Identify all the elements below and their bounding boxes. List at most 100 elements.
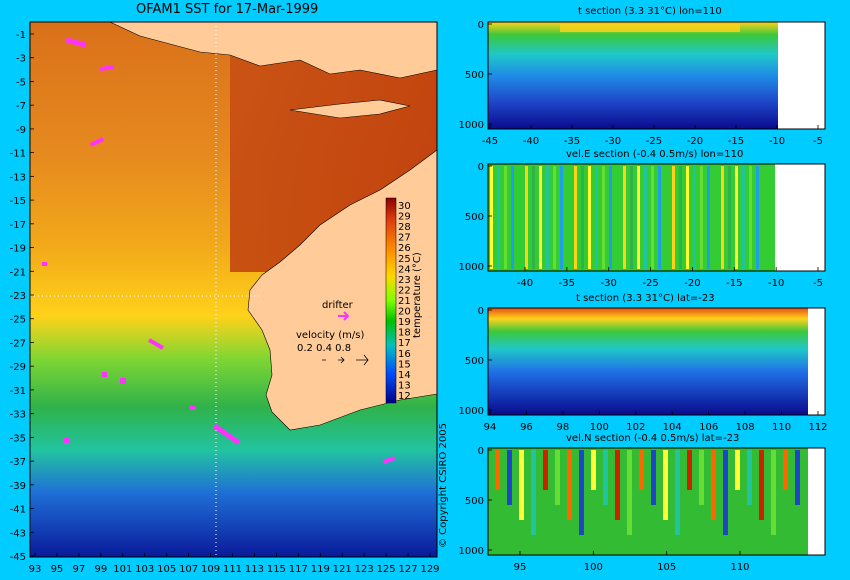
panel-1 (487, 21, 826, 130)
panel-x-tick-label: -15 (728, 136, 744, 147)
colorbar-tick-label: 22 (398, 285, 411, 296)
panel-x-tick-label: -25 (646, 136, 662, 147)
panel-x-tick-label: -15 (726, 278, 742, 289)
map-x-axis: 93 95 97 99 101 103 105 107 109 111 113 115 117 119 12… (29, 553, 440, 575)
map-y-tick-label: -7 (16, 101, 26, 112)
drifter-arrow-icon (338, 311, 350, 321)
map-x-tick-label: 117 (289, 564, 308, 575)
map-y-tick-label: -31 (10, 386, 26, 397)
map-y-tick-label: -27 (10, 338, 26, 349)
panel-x-tick-label: -25 (642, 278, 658, 289)
colorbar-tick-label: 17 (398, 338, 411, 349)
map-y-tick-label: -41 (10, 505, 26, 516)
colorbar-tick-label: 27 (398, 233, 411, 244)
panel-x-tick-label: 98 (557, 422, 570, 433)
panel-x-tick-label: -10 (769, 136, 785, 147)
panel-y-tick-label: 1000 (459, 546, 484, 557)
panel-x-tick-label: 112 (808, 422, 827, 433)
map-frame (29, 21, 438, 558)
map-x-tick-label: 99 (94, 564, 107, 575)
panel-4-title: vel.N section (-0.4 0.5m/s) lat=-23 (566, 433, 740, 444)
colorbar-tick-label: 12 (398, 391, 411, 402)
colorbar-tick-label: 23 (398, 275, 411, 286)
colorbar-tick-label: 29 (398, 212, 411, 223)
panel-x-tick-label: -35 (564, 136, 580, 147)
map-x-tick-label: 121 (333, 564, 352, 575)
panel-y-tick-label: 1000 (459, 120, 484, 131)
colorbar-label: temperature (°C) (412, 252, 423, 338)
panel-x-tick-label: 100 (590, 422, 609, 433)
map-x-tick-label: 129 (420, 564, 439, 575)
copyright: © Copyright CSIRO 2005 (438, 423, 449, 548)
map-y-tick-label: -33 (10, 410, 26, 421)
panel-x-tick-label: 110 (730, 562, 749, 573)
panel-x-tick-label: -30 (605, 136, 621, 147)
map-y-tick-label: -23 (10, 291, 26, 302)
map-x-tick-label: 111 (223, 564, 242, 575)
map-y-tick-label: -11 (10, 149, 26, 160)
panel-y-tick-label: 500 (465, 356, 484, 367)
panel-2 (487, 163, 826, 272)
map-y-tick-label: -39 (10, 481, 26, 492)
panel-y-tick-label: 500 (465, 70, 484, 81)
panel-x-tick-label: -45 (482, 136, 498, 147)
colorbar-tick-label: 21 (398, 296, 411, 307)
map-y-tick-label: -37 (10, 457, 26, 468)
panel-x-tick-label: -40 (517, 278, 533, 289)
panel-y-tick-label: 500 (465, 212, 484, 223)
map-y-tick-label: -35 (10, 433, 26, 444)
panel-x-tick-label: 102 (626, 422, 645, 433)
panel-x-tick-label: -30 (601, 278, 617, 289)
colorbar (385, 197, 397, 404)
colorbar-tick-label: 30 (398, 201, 411, 212)
map-x-tick-label: 93 (29, 564, 42, 575)
colorbar-tick-label: 19 (398, 317, 411, 328)
map-y-tick-label: -19 (10, 244, 26, 255)
map-x-tick-label: 103 (135, 564, 154, 575)
map-y-tick-label: -9 (16, 125, 26, 136)
panel-y-tick-label: 0 (478, 20, 484, 31)
panel-1-title: t section (3.3 31°C) lon=110 (578, 6, 722, 17)
panel-y-tick-label: 1000 (459, 262, 484, 273)
panel-x-tick-label: 106 (699, 422, 718, 433)
panel-x-tick-label: 94 (484, 422, 497, 433)
map-title: OFAM1 SST for 17-Mar-1999 (136, 2, 319, 17)
colorbar-tick-label: 24 (398, 264, 411, 275)
velocity-values: 0.2 0.4 0.8 (297, 343, 352, 354)
map-x-tick-label: 101 (113, 564, 132, 575)
panel-x-tick-label: -20 (687, 136, 703, 147)
colorbar-tick-label: 18 (398, 328, 411, 339)
panel-y-tick-label: 500 (465, 496, 484, 507)
panel-x-tick-label: 100 (584, 562, 603, 573)
panel-x-tick-label: -40 (523, 136, 539, 147)
colorbar-tick-label: 28 (398, 222, 411, 233)
map-y-axis: -1 -3 -5 -7 -9 -11 -13 -15 -17 -19 -21 -23 -25 -27 -29… (10, 30, 34, 563)
colorbar-tick-label: 20 (398, 307, 411, 318)
panel-x-tick-label: 108 (736, 422, 755, 433)
colorbar-tick-label: 14 (398, 370, 411, 381)
map-y-tick-label: -13 (10, 172, 26, 183)
map-x-tick-label: 113 (245, 564, 264, 575)
sst-map (30, 21, 438, 557)
map-x-tick-label: 127 (399, 564, 418, 575)
colorbar-tick-label: 16 (398, 349, 411, 360)
colorbar-tick-label: 25 (398, 254, 411, 265)
panel-x-tick-label: 96 (520, 422, 533, 433)
map-x-tick-label: 123 (355, 564, 374, 575)
map-x-tick-label: 115 (267, 564, 286, 575)
map-y-tick-label: -45 (10, 552, 26, 563)
colorbar-tick-label: 15 (398, 359, 411, 370)
map-y-tick-label: -17 (10, 220, 26, 231)
velocity-label: velocity (m/s) (296, 330, 365, 341)
map-y-tick-label: -21 (10, 267, 26, 278)
map-x-tick-label: 119 (311, 564, 330, 575)
panel-y-tick-label: 0 (478, 306, 484, 317)
land-timor (289, 99, 411, 119)
panel-x-tick-label: 105 (657, 562, 676, 573)
map-y-tick-label: -15 (10, 196, 26, 207)
panel-y-tick-label: 0 (478, 162, 484, 173)
velocity-arrows-icon (322, 354, 369, 366)
panel-x-tick-label: 110 (772, 422, 791, 433)
map-y-tick-label: -29 (10, 362, 26, 373)
map-x-tick-label: 95 (51, 564, 64, 575)
